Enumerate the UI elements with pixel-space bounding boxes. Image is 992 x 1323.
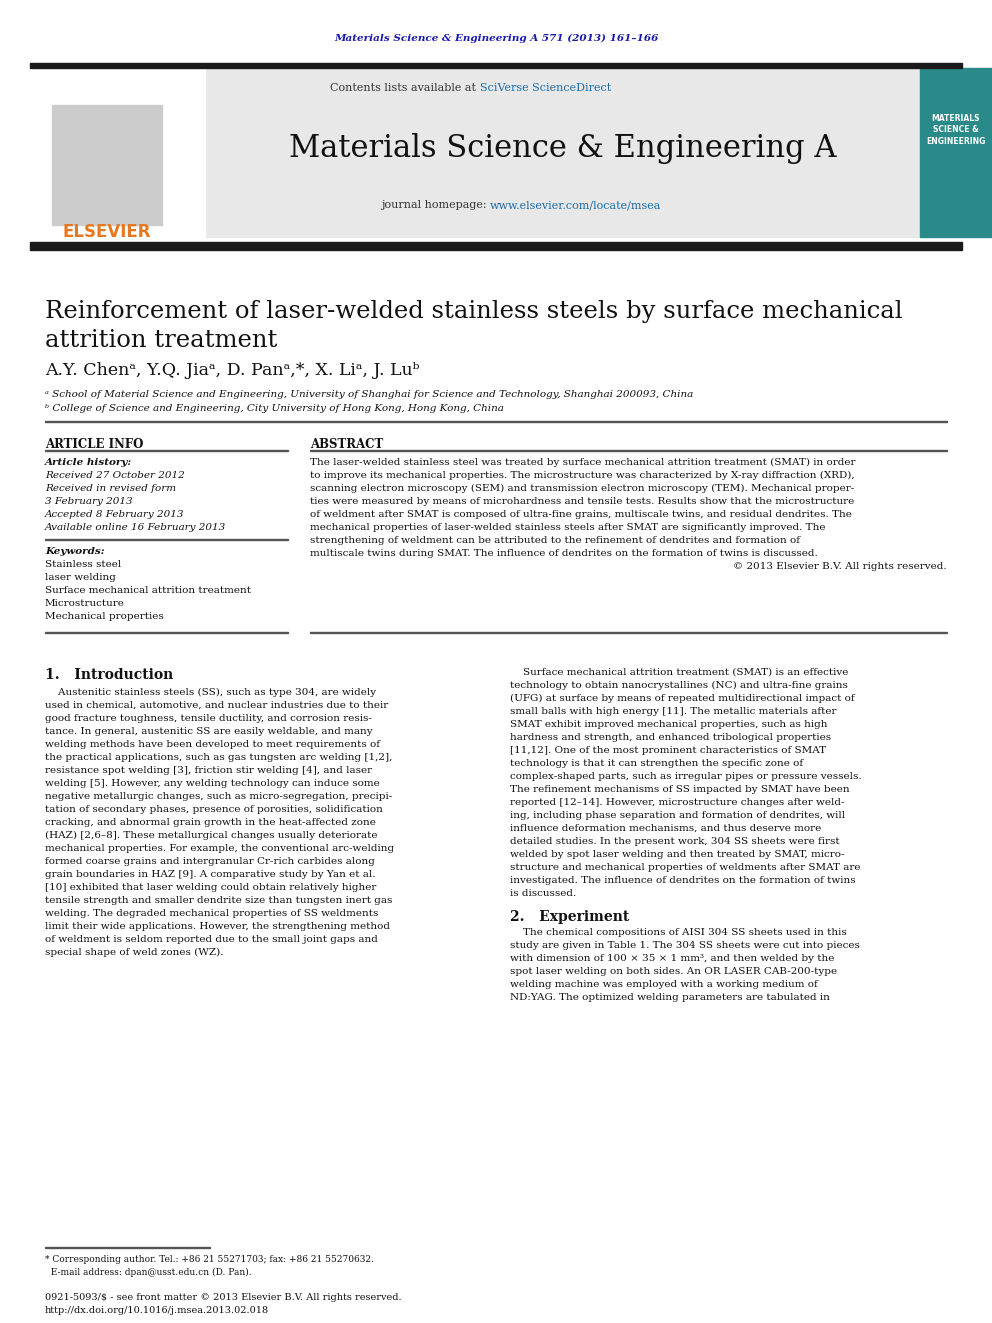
- Text: http://dx.doi.org/10.1016/j.msea.2013.02.018: http://dx.doi.org/10.1016/j.msea.2013.02…: [45, 1306, 269, 1315]
- Text: tensile strength and smaller dendrite size than tungsten inert gas: tensile strength and smaller dendrite si…: [45, 896, 393, 905]
- Text: cracking, and abnormal grain growth in the heat-affected zone: cracking, and abnormal grain growth in t…: [45, 818, 376, 827]
- Text: ᵇ College of Science and Engineering, City University of Hong Kong, Hong Kong, C: ᵇ College of Science and Engineering, Ci…: [45, 404, 504, 413]
- Text: Received 27 October 2012: Received 27 October 2012: [45, 471, 185, 480]
- Text: Austenitic stainless steels (SS), such as type 304, are widely: Austenitic stainless steels (SS), such a…: [45, 688, 376, 697]
- Text: used in chemical, automotive, and nuclear industries due to their: used in chemical, automotive, and nuclea…: [45, 701, 388, 710]
- Text: tation of secondary phases, presence of porosities, solidification: tation of secondary phases, presence of …: [45, 804, 383, 814]
- Text: study are given in Table 1. The 304 SS sheets were cut into pieces: study are given in Table 1. The 304 SS s…: [510, 941, 860, 950]
- Text: Received in revised form: Received in revised form: [45, 484, 177, 493]
- Text: 0921-5093/$ - see front matter © 2013 Elsevier B.V. All rights reserved.: 0921-5093/$ - see front matter © 2013 El…: [45, 1293, 402, 1302]
- Text: structure and mechanical properties of weldments after SMAT are: structure and mechanical properties of w…: [510, 863, 860, 872]
- Text: strengthening of weldment can be attributed to the refinement of dendrites and f: strengthening of weldment can be attribu…: [310, 536, 800, 545]
- Text: (HAZ) [2,6–8]. These metallurgical changes usually deteriorate: (HAZ) [2,6–8]. These metallurgical chang…: [45, 831, 378, 840]
- Text: ARTICLE INFO: ARTICLE INFO: [45, 438, 144, 451]
- Text: The laser-welded stainless steel was treated by surface mechanical attrition tre: The laser-welded stainless steel was tre…: [310, 458, 855, 467]
- Text: negative metallurgic changes, such as micro-segregation, precipi-: negative metallurgic changes, such as mi…: [45, 792, 392, 800]
- Text: with dimension of 100 × 35 × 1 mm³, and then welded by the: with dimension of 100 × 35 × 1 mm³, and …: [510, 954, 834, 963]
- Text: Reinforcement of laser-welded stainless steels by surface mechanical
attrition t: Reinforcement of laser-welded stainless …: [45, 300, 903, 352]
- Text: Contents lists available at: Contents lists available at: [330, 83, 480, 93]
- Bar: [30, 67, 205, 237]
- Text: Mechanical properties: Mechanical properties: [45, 613, 164, 620]
- Text: welded by spot laser welding and then treated by SMAT, micro-: welded by spot laser welding and then tr…: [510, 849, 844, 859]
- Text: Materials Science & Engineering A 571 (2013) 161–166: Materials Science & Engineering A 571 (2…: [334, 33, 658, 42]
- Text: The chemical compositions of AISI 304 SS sheets used in this: The chemical compositions of AISI 304 SS…: [510, 927, 847, 937]
- Text: Accepted 8 February 2013: Accepted 8 February 2013: [45, 509, 185, 519]
- Text: small balls with high energy [11]. The metallic materials after: small balls with high energy [11]. The m…: [510, 706, 836, 716]
- Text: Microstructure: Microstructure: [45, 599, 125, 609]
- Text: of weldment is seldom reported due to the small joint gaps and: of weldment is seldom reported due to th…: [45, 935, 378, 945]
- Bar: [52, 105, 162, 225]
- Text: ND:YAG. The optimized welding parameters are tabulated in: ND:YAG. The optimized welding parameters…: [510, 994, 830, 1002]
- Text: ing, including phase separation and formation of dendrites, will: ing, including phase separation and form…: [510, 811, 845, 820]
- Text: laser welding: laser welding: [45, 573, 116, 582]
- Text: The refinement mechanisms of SS impacted by SMAT have been: The refinement mechanisms of SS impacted…: [510, 785, 849, 794]
- Text: [11,12]. One of the most prominent characteristics of SMAT: [11,12]. One of the most prominent chara…: [510, 746, 826, 755]
- Text: detailed studies. In the present work, 304 SS sheets were first: detailed studies. In the present work, 3…: [510, 837, 839, 845]
- Bar: [920, 67, 992, 237]
- Text: reported [12–14]. However, microstructure changes after weld-: reported [12–14]. However, microstructur…: [510, 798, 844, 807]
- Bar: [30, 242, 962, 250]
- Text: Surface mechanical attrition treatment (SMAT) is an effective: Surface mechanical attrition treatment (…: [510, 668, 848, 677]
- Text: ties were measured by means of microhardness and tensile tests. Results show tha: ties were measured by means of microhard…: [310, 497, 854, 505]
- Text: 1.   Introduction: 1. Introduction: [45, 668, 174, 681]
- Text: mechanical properties. For example, the conventional arc-welding: mechanical properties. For example, the …: [45, 844, 394, 853]
- Text: 3 February 2013: 3 February 2013: [45, 497, 133, 505]
- Text: influence deformation mechanisms, and thus deserve more: influence deformation mechanisms, and th…: [510, 824, 821, 833]
- Text: Keywords:: Keywords:: [45, 546, 104, 556]
- Text: ELSEVIER: ELSEVIER: [62, 224, 151, 241]
- Text: special shape of weld zones (WZ).: special shape of weld zones (WZ).: [45, 949, 223, 957]
- Bar: [30, 64, 962, 67]
- Text: Stainless steel: Stainless steel: [45, 560, 121, 569]
- Text: E-mail address: dpan@usst.edu.cn (D. Pan).: E-mail address: dpan@usst.edu.cn (D. Pan…: [45, 1267, 252, 1277]
- Text: grain boundaries in HAZ [9]. A comparative study by Yan et al.: grain boundaries in HAZ [9]. A comparati…: [45, 871, 376, 878]
- Text: © 2013 Elsevier B.V. All rights reserved.: © 2013 Elsevier B.V. All rights reserved…: [733, 562, 947, 572]
- Text: www.elsevier.com/locate/msea: www.elsevier.com/locate/msea: [490, 200, 662, 210]
- Text: Available online 16 February 2013: Available online 16 February 2013: [45, 523, 226, 532]
- Bar: [205, 67, 920, 237]
- Text: ABSTRACT: ABSTRACT: [310, 438, 383, 451]
- Text: (UFG) at surface by means of repeated multidirectional impact of: (UFG) at surface by means of repeated mu…: [510, 695, 855, 703]
- Text: Surface mechanical attrition treatment: Surface mechanical attrition treatment: [45, 586, 251, 595]
- Text: scanning electron microscopy (SEM) and transmission electron microscopy (TEM). M: scanning electron microscopy (SEM) and t…: [310, 484, 854, 493]
- Text: welding. The degraded mechanical properties of SS weldments: welding. The degraded mechanical propert…: [45, 909, 378, 918]
- Text: Article history:: Article history:: [45, 458, 132, 467]
- Text: of weldment after SMAT is composed of ultra-fine grains, multiscale twins, and r: of weldment after SMAT is composed of ul…: [310, 509, 852, 519]
- Text: technology is that it can strengthen the specific zone of: technology is that it can strengthen the…: [510, 759, 804, 767]
- Text: MATERIALS
SCIENCE &
ENGINEERING: MATERIALS SCIENCE & ENGINEERING: [927, 114, 986, 146]
- Text: formed coarse grains and intergranular Cr-rich carbides along: formed coarse grains and intergranular C…: [45, 857, 375, 867]
- Text: SMAT exhibit improved mechanical properties, such as high: SMAT exhibit improved mechanical propert…: [510, 720, 827, 729]
- Text: limit their wide applications. However, the strengthening method: limit their wide applications. However, …: [45, 922, 390, 931]
- Text: * Corresponding author. Tel.: +86 21 55271703; fax: +86 21 55270632.: * Corresponding author. Tel.: +86 21 552…: [45, 1256, 374, 1263]
- Text: spot laser welding on both sides. An OR LASER CAB-200-type: spot laser welding on both sides. An OR …: [510, 967, 837, 976]
- Text: is discussed.: is discussed.: [510, 889, 576, 898]
- Text: Materials Science & Engineering A: Materials Science & Engineering A: [290, 132, 836, 164]
- Text: welding methods have been developed to meet requirements of: welding methods have been developed to m…: [45, 740, 380, 749]
- Text: welding machine was employed with a working medium of: welding machine was employed with a work…: [510, 980, 817, 990]
- Text: hardness and strength, and enhanced tribological properties: hardness and strength, and enhanced trib…: [510, 733, 831, 742]
- Text: good fracture toughness, tensile ductility, and corrosion resis-: good fracture toughness, tensile ductili…: [45, 714, 372, 722]
- Text: SciVerse ScienceDirect: SciVerse ScienceDirect: [480, 83, 611, 93]
- Text: investigated. The influence of dendrites on the formation of twins: investigated. The influence of dendrites…: [510, 876, 856, 885]
- Text: technology to obtain nanocrystallines (NC) and ultra-fine grains: technology to obtain nanocrystallines (N…: [510, 681, 848, 691]
- Text: multiscale twins during SMAT. The influence of dendrites on the formation of twi: multiscale twins during SMAT. The influe…: [310, 549, 817, 558]
- Text: ᵃ School of Material Science and Engineering, University of Shanghai for Science: ᵃ School of Material Science and Enginee…: [45, 390, 693, 400]
- Text: tance. In general, austenitic SS are easily weldable, and many: tance. In general, austenitic SS are eas…: [45, 728, 373, 736]
- Text: A.Y. Chenᵃ, Y.Q. Jiaᵃ, D. Panᵃ,*, X. Liᵃ, J. Luᵇ: A.Y. Chenᵃ, Y.Q. Jiaᵃ, D. Panᵃ,*, X. Liᵃ…: [45, 363, 420, 378]
- Text: complex-shaped parts, such as irregular pipes or pressure vessels.: complex-shaped parts, such as irregular …: [510, 773, 862, 781]
- Text: [10] exhibited that laser welding could obtain relatively higher: [10] exhibited that laser welding could …: [45, 882, 376, 892]
- Text: mechanical properties of laser-welded stainless steels after SMAT are significan: mechanical properties of laser-welded st…: [310, 523, 825, 532]
- Text: welding [5]. However, any welding technology can induce some: welding [5]. However, any welding techno…: [45, 779, 380, 789]
- Text: the practical applications, such as gas tungsten arc welding [1,2],: the practical applications, such as gas …: [45, 753, 393, 762]
- Text: 2.   Experiment: 2. Experiment: [510, 910, 629, 923]
- Text: to improve its mechanical properties. The microstructure was characterized by X-: to improve its mechanical properties. Th…: [310, 471, 855, 480]
- Text: resistance spot welding [3], friction stir welding [4], and laser: resistance spot welding [3], friction st…: [45, 766, 372, 775]
- Text: journal homepage:: journal homepage:: [381, 200, 490, 210]
